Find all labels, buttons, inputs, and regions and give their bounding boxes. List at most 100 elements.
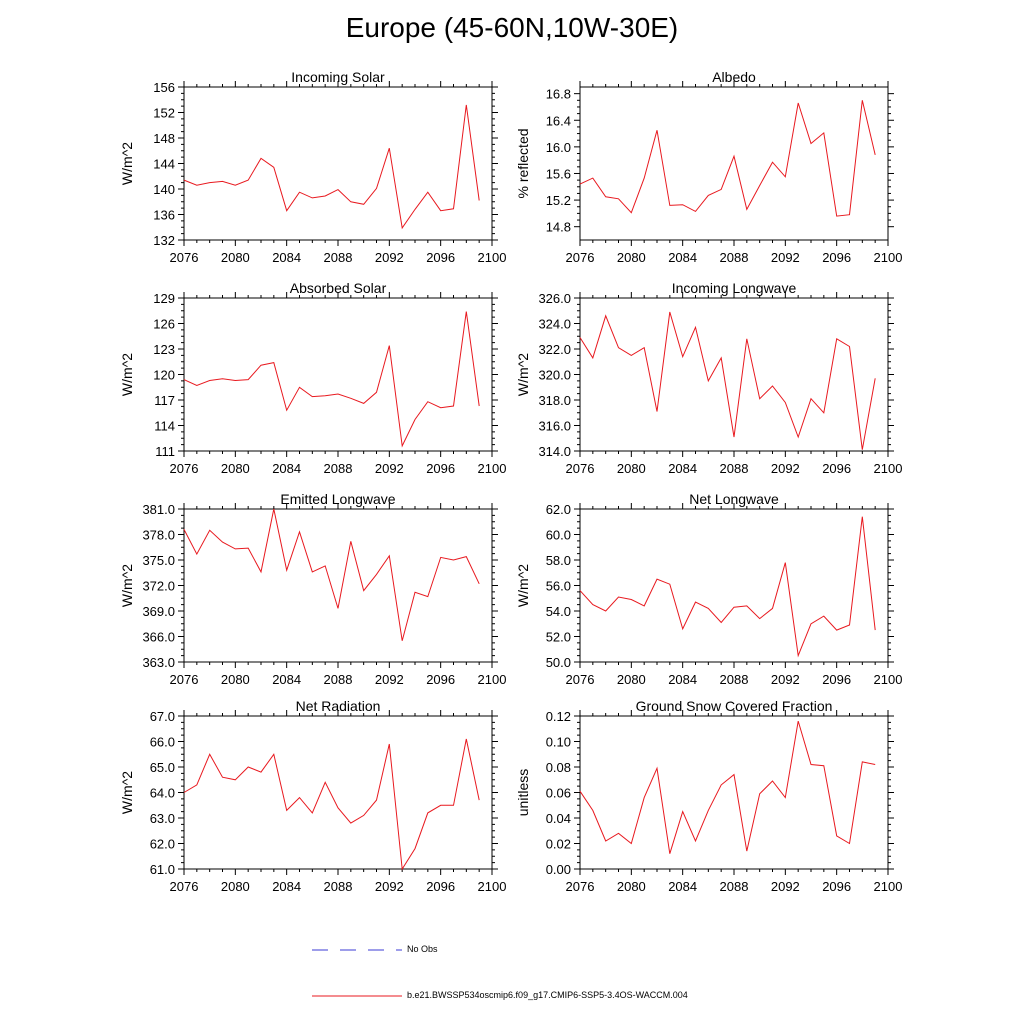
y-tick-label: 372.0 <box>142 579 175 594</box>
panel-title: Emitted Longwave <box>280 491 395 507</box>
y-tick-label: 126 <box>153 317 175 332</box>
x-tick-label: 2100 <box>874 461 903 476</box>
y-tick-label: 58.0 <box>546 553 571 568</box>
plot-frame <box>579 86 889 241</box>
y-axis-label: W/m^2 <box>515 353 531 396</box>
y-axis-label: % reflected <box>515 128 531 198</box>
y-tick-label: 61.0 <box>150 862 175 877</box>
y-tick-label: 16.8 <box>546 87 571 102</box>
x-tick-label: 2092 <box>375 461 404 476</box>
panel-5: Emitted Longwave W/m^2 363.0 366.0 369.0 372.… <box>119 491 506 687</box>
x-tick-label: 2088 <box>324 879 353 894</box>
y-axis-label: unitless <box>515 769 531 816</box>
x-tick-label: 2076 <box>566 672 595 687</box>
y-tick-label: 144 <box>153 157 175 172</box>
x-tick-label: 2080 <box>617 672 646 687</box>
y-tick-label: 375.0 <box>142 553 175 568</box>
y-tick-label: 123 <box>153 342 175 357</box>
y-axis-label: W/m^2 <box>119 564 135 607</box>
series-line <box>183 738 480 871</box>
y-tick-label: 62.0 <box>546 502 571 517</box>
legend-model-line <box>312 995 402 997</box>
x-tick-label: 2092 <box>771 879 800 894</box>
x-tick-label: 2076 <box>566 879 595 894</box>
x-tick-label: 2076 <box>170 250 199 265</box>
y-tick-label: 322.0 <box>538 342 571 357</box>
x-tick-label: 2088 <box>324 250 353 265</box>
x-tick-label: 2076 <box>566 461 595 476</box>
x-tick-label: 2080 <box>617 461 646 476</box>
x-tick-label: 2076 <box>170 879 199 894</box>
x-tick-label: 2092 <box>771 672 800 687</box>
y-axis-label: W/m^2 <box>515 564 531 607</box>
y-tick-label: 0.10 <box>546 735 571 750</box>
y-tick-label: 64.0 <box>150 786 175 801</box>
x-tick-label: 2096 <box>426 461 455 476</box>
x-tick-label: 2076 <box>170 461 199 476</box>
plot-frame <box>579 715 889 870</box>
y-tick-label: 363.0 <box>142 655 175 670</box>
y-tick-label: 65.0 <box>150 760 175 775</box>
legend-obs-label: No Obs <box>407 944 438 954</box>
x-tick-label: 2088 <box>324 672 353 687</box>
figure-title: Europe (45-60N,10W-30E) <box>345 12 679 43</box>
x-tick-label: 2076 <box>566 250 595 265</box>
x-tick-label: 2096 <box>822 879 851 894</box>
series-line <box>579 100 876 217</box>
x-tick-label: 2084 <box>668 461 697 476</box>
x-tick-label: 2080 <box>221 461 250 476</box>
plot-frame <box>183 715 493 870</box>
x-tick-label: 2080 <box>221 879 250 894</box>
y-tick-label: 381.0 <box>142 502 175 517</box>
y-tick-label: 316.0 <box>538 419 571 434</box>
x-tick-label: 2100 <box>478 879 507 894</box>
y-tick-label: 0.12 <box>546 709 571 724</box>
panel-2: Albedo % reflected 14.8 15.2 15.6 16.0 16.4 16.… <box>515 69 902 265</box>
panel-title: Net Radiation <box>296 698 381 714</box>
panel-1: Incoming Solar W/m^2 132 136 140 144 148 152 156… <box>119 69 506 265</box>
x-tick-label: 2100 <box>478 250 507 265</box>
plot-frame <box>579 297 889 452</box>
y-tick-label: 129 <box>153 291 175 306</box>
y-axis-label: W/m^2 <box>119 771 135 814</box>
y-tick-label: 52.0 <box>546 630 571 645</box>
x-tick-label: 2080 <box>221 672 250 687</box>
x-tick-label: 2100 <box>478 461 507 476</box>
y-tick-label: 15.2 <box>546 193 571 208</box>
panel-title: Net Longwave <box>689 491 779 507</box>
y-tick-label: 378.0 <box>142 528 175 543</box>
x-tick-label: 2096 <box>426 672 455 687</box>
x-tick-label: 2088 <box>324 461 353 476</box>
x-tick-label: 2088 <box>720 879 749 894</box>
y-tick-label: 15.6 <box>546 166 571 181</box>
x-tick-label: 2080 <box>617 250 646 265</box>
y-tick-label: 314.0 <box>538 444 571 459</box>
y-tick-label: 156 <box>153 80 175 95</box>
y-tick-label: 117 <box>154 393 175 408</box>
x-tick-label: 2084 <box>668 879 697 894</box>
panel-title: Incoming Longwave <box>672 280 797 296</box>
series-line <box>183 311 480 448</box>
plot-frame <box>183 297 493 452</box>
panel-3: Absorbed Solar W/m^2 111 114 117 120 123 126 129… <box>119 280 506 476</box>
x-tick-label: 2100 <box>874 250 903 265</box>
panel-title: Ground Snow Covered Fraction <box>636 698 833 714</box>
legend-obs: No Obs <box>0 940 1024 960</box>
y-tick-label: 0.08 <box>546 760 571 775</box>
x-tick-label: 2096 <box>426 879 455 894</box>
x-tick-label: 2084 <box>272 250 301 265</box>
x-tick-label: 2084 <box>272 461 301 476</box>
y-tick-label: 63.0 <box>150 811 175 826</box>
y-axis-label: W/m^2 <box>119 353 135 396</box>
panel-4: Incoming Longwave W/m^2 314.0 316.0 318.0 320… <box>515 280 902 476</box>
y-tick-label: 0.06 <box>546 786 571 801</box>
x-tick-label: 2092 <box>375 672 404 687</box>
y-tick-label: 50.0 <box>546 655 571 670</box>
x-tick-label: 2080 <box>221 250 250 265</box>
x-tick-label: 2076 <box>170 672 199 687</box>
panel-title: Albedo <box>712 69 756 85</box>
y-tick-label: 62.0 <box>150 837 175 852</box>
y-tick-label: 67.0 <box>150 709 175 724</box>
x-tick-label: 2096 <box>426 250 455 265</box>
x-tick-label: 2080 <box>617 879 646 894</box>
